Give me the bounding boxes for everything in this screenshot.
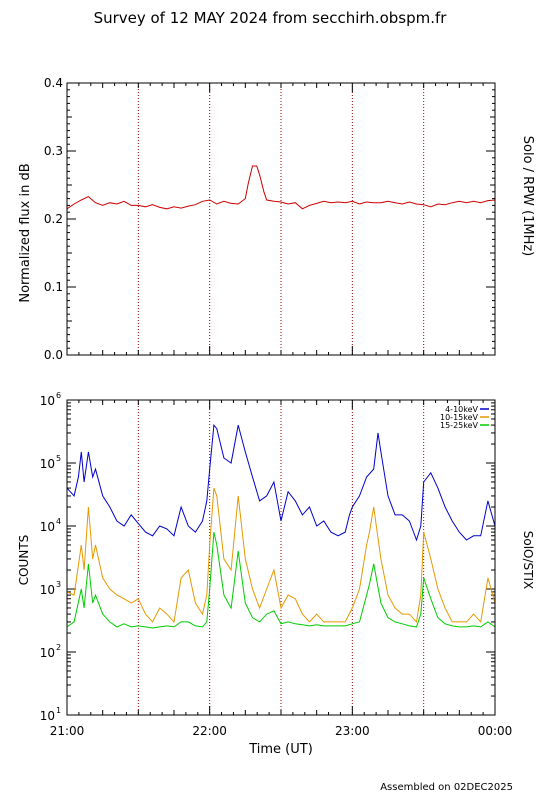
legend-entry-label: 10-15keV xyxy=(440,413,479,422)
y-tick-label: 10 xyxy=(40,520,55,534)
y-tick-label: 10 xyxy=(40,457,55,471)
y-tick-label: 0.4 xyxy=(44,76,63,90)
y-tick-label: 10 xyxy=(40,646,55,660)
y-tick-exponent: 4 xyxy=(56,517,61,526)
rpw-flux-series xyxy=(66,165,496,210)
y-tick-label: 10 xyxy=(40,583,55,597)
y-tick-exponent: 2 xyxy=(56,643,61,652)
rpw-panel: 0.0 0.1 0.2 0.3 0.4 Normalized flux in dB So… xyxy=(18,76,535,362)
rpw-plot-frame xyxy=(66,82,496,356)
y-tick-label: 0.0 xyxy=(44,348,63,362)
x-tick-label: 00:00 xyxy=(478,724,513,738)
y-tick-label: 0.3 xyxy=(44,144,63,158)
y-tick-exponent: 6 xyxy=(56,391,61,400)
y-tick-exponent: 1 xyxy=(56,706,61,715)
x-tick-label: 22:00 xyxy=(192,724,227,738)
stix-plot-area xyxy=(66,423,496,629)
y-tick-label: 0.1 xyxy=(44,280,63,294)
legend-entry-label: 15-25keV xyxy=(440,421,479,430)
rpw-y-tick-labels: 0.0 0.1 0.2 0.3 0.4 xyxy=(44,76,63,362)
rpw-time-markers xyxy=(137,83,425,355)
stix-series-4-10keV xyxy=(66,423,496,542)
x-tick-label: 21:00 xyxy=(50,724,85,738)
stix-series-10-15keV xyxy=(66,487,496,624)
rpw-instrument-label: Solo / RPW (1MHz) xyxy=(520,136,535,257)
x-axis-label: Time (UT) xyxy=(248,742,313,757)
y-tick-exponent: 5 xyxy=(56,454,61,463)
y-tick-label: 10 xyxy=(40,394,55,408)
stix-x-tick-labels: 21:00 22:00 23:00 00:00 xyxy=(50,724,513,738)
x-tick-label: 23:00 xyxy=(335,724,370,738)
stix-y-axis-label: COUNTS xyxy=(17,535,31,586)
y-tick-label: 0.2 xyxy=(44,212,63,226)
assembled-footer: Assembled on 02DEC2025 xyxy=(380,782,513,793)
stix-plot-frame xyxy=(66,399,496,716)
legend-entry-label: 4-10keV xyxy=(445,405,478,414)
y-tick-label: 10 xyxy=(40,709,55,723)
rpw-y-axis-label: Normalized flux in dB xyxy=(18,163,33,302)
y-tick-exponent: 3 xyxy=(56,580,61,589)
figure-title: Survey of 12 MAY 2024 from secchirh.obsp… xyxy=(94,9,448,27)
rpw-plot-area xyxy=(66,165,496,210)
stix-series-15-25keV xyxy=(66,531,496,629)
stix-instrument-label: SolO/STIX xyxy=(521,531,535,590)
